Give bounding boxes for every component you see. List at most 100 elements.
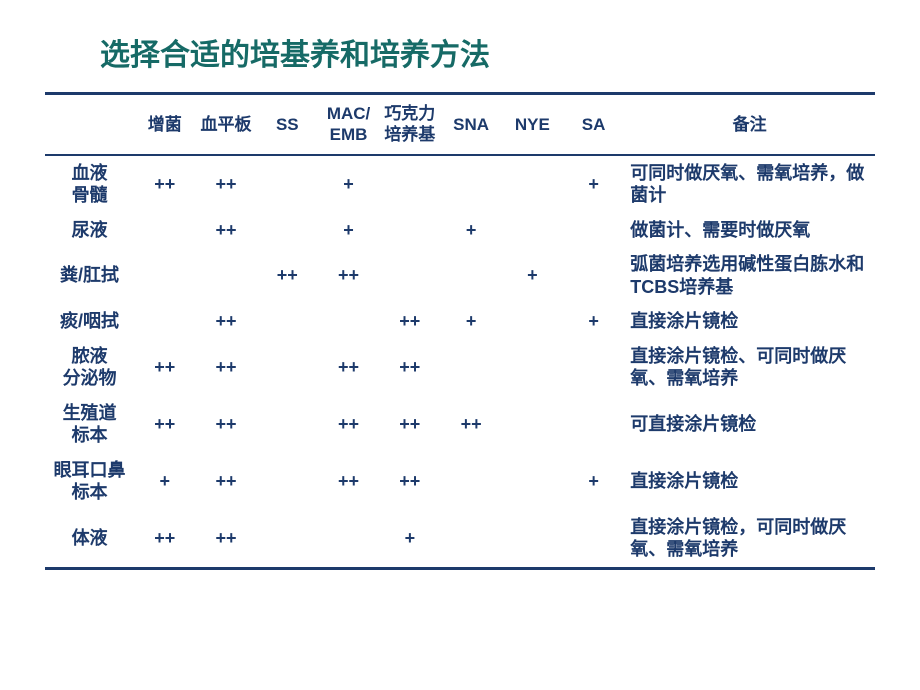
cell-value: ++ (195, 155, 256, 213)
cell-value: ++ (379, 304, 440, 339)
cell-value (257, 396, 318, 453)
cell-remark: 可同时做厌氧、需氧培养，做菌计 (624, 155, 875, 213)
table-row: 尿液++++做菌计、需要时做厌氧 (45, 213, 875, 248)
cell-value (440, 510, 501, 569)
column-header: MAC/ EMB (318, 94, 379, 155)
cell-value: ++ (379, 453, 440, 510)
cell-value (195, 247, 256, 304)
cell-value: ++ (318, 453, 379, 510)
cell-value: + (563, 155, 624, 213)
cell-value (134, 213, 195, 248)
cell-value: ++ (134, 510, 195, 569)
cell-value: ++ (134, 155, 195, 213)
cell-value (502, 339, 563, 396)
column-header: 备注 (624, 94, 875, 155)
table-row: 痰/咽拭++++++直接涂片镜检 (45, 304, 875, 339)
column-header: 血平板 (195, 94, 256, 155)
table-row: 体液+++++直接涂片镜检，可同时做厌氧、需氧培养 (45, 510, 875, 569)
media-table-container: 增菌血平板SSMAC/ EMB巧克力 培养基SNANYESA备注 血液 骨髓++… (45, 92, 875, 570)
cell-value (563, 213, 624, 248)
cell-value (563, 339, 624, 396)
media-selection-table: 增菌血平板SSMAC/ EMB巧克力 培养基SNANYESA备注 血液 骨髓++… (45, 92, 875, 570)
cell-value (257, 339, 318, 396)
cell-value (318, 304, 379, 339)
cell-value: ++ (318, 396, 379, 453)
cell-value: ++ (195, 396, 256, 453)
cell-value (257, 304, 318, 339)
column-header: 巧克力 培养基 (379, 94, 440, 155)
table-header: 增菌血平板SSMAC/ EMB巧克力 培养基SNANYESA备注 (45, 94, 875, 155)
row-label: 生殖道 标本 (45, 396, 134, 453)
table-row: 粪/肛拭+++++弧菌培养选用碱性蛋白胨水和TCBS培养基 (45, 247, 875, 304)
cell-value (440, 247, 501, 304)
cell-value (379, 213, 440, 248)
cell-value (257, 213, 318, 248)
table-row: 眼耳口鼻 标本++++++++直接涂片镜检 (45, 453, 875, 510)
cell-value (563, 510, 624, 569)
cell-value: + (440, 304, 501, 339)
cell-remark: 直接涂片镜检 (624, 453, 875, 510)
cell-remark: 直接涂片镜检、可同时做厌氧、需氧培养 (624, 339, 875, 396)
cell-value: ++ (318, 339, 379, 396)
cell-value (440, 453, 501, 510)
cell-value (134, 304, 195, 339)
cell-value: + (502, 247, 563, 304)
page-title: 选择合适的培基养和培养方法 (100, 30, 875, 74)
cell-value (134, 247, 195, 304)
table-row: 脓液 分泌物++++++++直接涂片镜检、可同时做厌氧、需氧培养 (45, 339, 875, 396)
cell-remark: 做菌计、需要时做厌氧 (624, 213, 875, 248)
cell-value: ++ (195, 339, 256, 396)
cell-value: + (318, 155, 379, 213)
cell-remark: 直接涂片镜检 (624, 304, 875, 339)
cell-value (502, 396, 563, 453)
row-label: 眼耳口鼻 标本 (45, 453, 134, 510)
cell-value (318, 510, 379, 569)
cell-value: ++ (195, 510, 256, 569)
cell-value (502, 213, 563, 248)
cell-remark: 可直接涂片镜检 (624, 396, 875, 453)
cell-value (379, 155, 440, 213)
cell-value: ++ (318, 247, 379, 304)
table-body: 血液 骨髓++++++可同时做厌氧、需氧培养，做菌计尿液++++做菌计、需要时做… (45, 155, 875, 569)
cell-value: + (563, 453, 624, 510)
cell-remark: 弧菌培养选用碱性蛋白胨水和TCBS培养基 (624, 247, 875, 304)
cell-remark: 直接涂片镜检，可同时做厌氧、需氧培养 (624, 510, 875, 569)
row-label: 脓液 分泌物 (45, 339, 134, 396)
cell-value (379, 247, 440, 304)
cell-value: ++ (379, 339, 440, 396)
cell-value: ++ (195, 213, 256, 248)
cell-value (502, 304, 563, 339)
cell-value: + (134, 453, 195, 510)
row-label: 体液 (45, 510, 134, 569)
column-header: NYE (502, 94, 563, 155)
row-label: 粪/肛拭 (45, 247, 134, 304)
cell-value (257, 155, 318, 213)
cell-value (502, 453, 563, 510)
cell-value (563, 247, 624, 304)
cell-value (502, 155, 563, 213)
cell-value: ++ (134, 339, 195, 396)
cell-value (440, 155, 501, 213)
table-row: 血液 骨髓++++++可同时做厌氧、需氧培养，做菌计 (45, 155, 875, 213)
cell-value (502, 510, 563, 569)
cell-value: + (563, 304, 624, 339)
cell-value: + (440, 213, 501, 248)
row-label: 痰/咽拭 (45, 304, 134, 339)
column-header: SS (257, 94, 318, 155)
cell-value: ++ (195, 453, 256, 510)
cell-value: + (318, 213, 379, 248)
cell-value: ++ (195, 304, 256, 339)
table-row: 生殖道 标本++++++++++可直接涂片镜检 (45, 396, 875, 453)
cell-value (440, 339, 501, 396)
column-header: SA (563, 94, 624, 155)
column-header (45, 94, 134, 155)
row-label: 血液 骨髓 (45, 155, 134, 213)
cell-value: ++ (440, 396, 501, 453)
row-label: 尿液 (45, 213, 134, 248)
cell-value (257, 510, 318, 569)
cell-value (257, 453, 318, 510)
cell-value: + (379, 510, 440, 569)
cell-value: ++ (257, 247, 318, 304)
cell-value: ++ (379, 396, 440, 453)
column-header: SNA (440, 94, 501, 155)
